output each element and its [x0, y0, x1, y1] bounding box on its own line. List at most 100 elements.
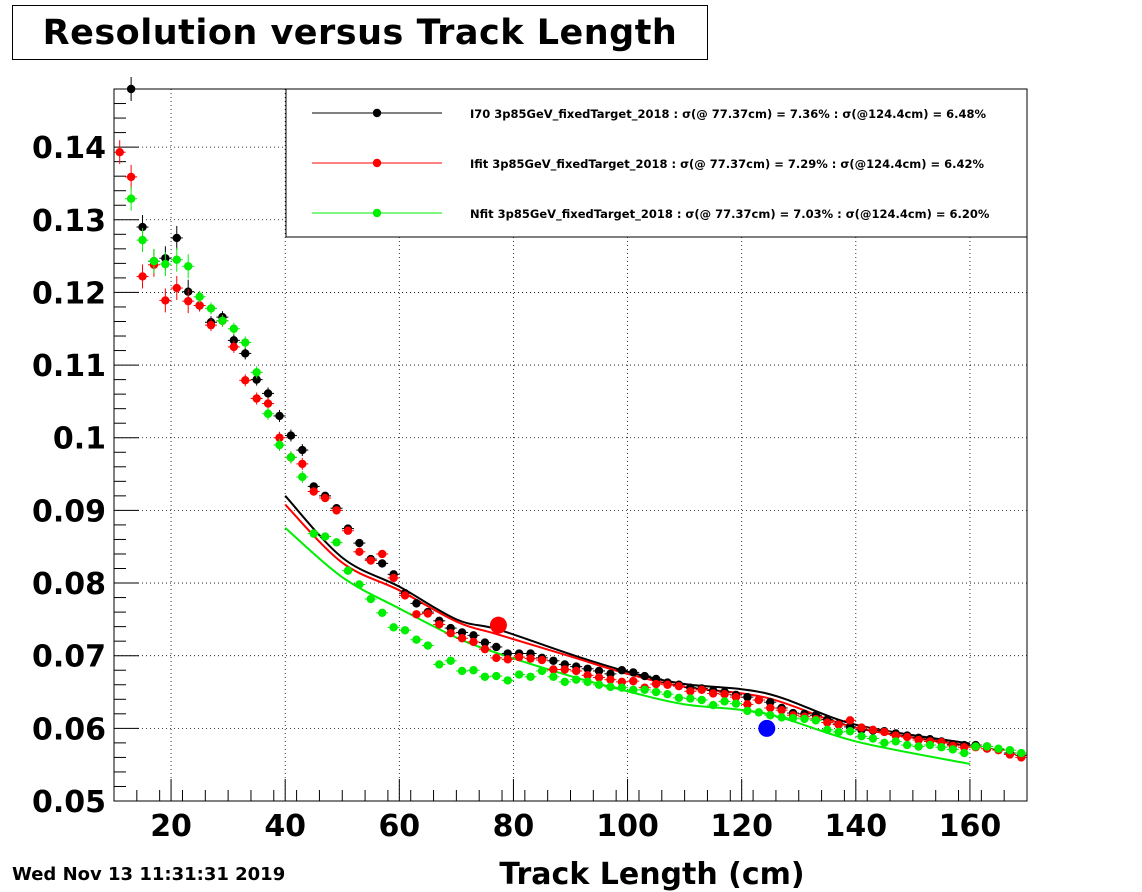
data-point	[241, 338, 250, 347]
data-point	[800, 714, 809, 724]
data-point	[366, 556, 375, 565]
data-point	[686, 694, 695, 703]
data-point	[868, 734, 878, 743]
data-point	[263, 399, 273, 408]
y-tick-label: 0.11	[32, 349, 106, 384]
data-point	[377, 559, 387, 568]
data-point	[183, 262, 193, 271]
y-tick-label: 0.12	[32, 276, 106, 311]
data-point	[241, 376, 250, 385]
data-point	[526, 654, 535, 663]
data-point	[480, 672, 490, 681]
data-point	[400, 626, 410, 635]
data-point	[457, 628, 467, 637]
data-point	[492, 642, 501, 652]
data-point	[115, 148, 124, 157]
data-point	[971, 742, 980, 751]
data-point	[435, 620, 444, 629]
legend: I70 3p85GeV_fixedTarget_2018 : σ(@ 77.37…	[285, 88, 1028, 238]
data-point	[823, 725, 832, 734]
data-point	[617, 677, 627, 687]
data-point	[708, 700, 718, 710]
data-point	[754, 708, 764, 717]
data-point	[651, 687, 661, 697]
data-point	[263, 409, 273, 418]
data-point	[960, 743, 969, 752]
legend-marker	[372, 108, 382, 118]
data-point	[503, 649, 512, 658]
data-point	[880, 738, 889, 748]
data-point	[412, 610, 421, 619]
y-axis: 0.05 0.06 0.07 0.08 0.09 0.1 0.11 0.12 0.13 0.14	[32, 88, 139, 820]
data-point	[320, 493, 330, 503]
data-point	[594, 666, 604, 676]
data-point	[537, 655, 547, 665]
chart-title-box: Resolution versus Track Length	[12, 5, 708, 60]
y-tick-label: 0.13	[32, 204, 106, 239]
x-tick-label: 40	[264, 809, 306, 844]
data-point	[606, 675, 615, 684]
chart-title: Resolution versus Track Length	[42, 12, 678, 53]
data-point	[161, 259, 170, 269]
data-point	[777, 705, 786, 715]
data-point	[834, 727, 843, 737]
data-point	[686, 687, 695, 696]
data-point	[811, 716, 821, 725]
data-point	[355, 580, 364, 589]
data-point	[252, 394, 261, 403]
data-point	[218, 316, 227, 325]
data-point	[138, 235, 147, 245]
data-point	[731, 692, 741, 702]
data-point	[195, 301, 204, 310]
data-point	[320, 532, 330, 541]
data-point	[1005, 745, 1015, 755]
x-tick-label: 80	[493, 809, 535, 844]
data-point	[549, 672, 558, 681]
data-point	[492, 671, 501, 681]
data-point	[857, 723, 866, 732]
data-point	[629, 685, 638, 695]
data-point	[412, 599, 421, 608]
x-tick-label: 100	[596, 809, 659, 844]
data-point	[663, 690, 672, 699]
data-point	[549, 656, 558, 665]
data-point	[206, 304, 216, 313]
data-point	[583, 677, 592, 687]
data-point	[275, 433, 284, 442]
x-tick-label: 140	[825, 809, 888, 844]
data-point	[183, 296, 193, 306]
data-point	[834, 720, 843, 729]
data-point	[982, 742, 992, 751]
data-point	[480, 638, 490, 647]
data-point	[743, 692, 752, 702]
data-point	[960, 748, 969, 758]
data-point	[914, 742, 923, 751]
data-point	[172, 255, 181, 264]
data-point	[457, 666, 467, 676]
x-axis-title: Track Length (cm)	[499, 857, 804, 892]
data-point	[583, 664, 592, 673]
data-point	[766, 703, 775, 713]
data-point	[994, 744, 1003, 753]
data-point	[412, 635, 421, 644]
data-point	[241, 349, 250, 358]
legend-marker	[372, 158, 382, 168]
data-point	[275, 440, 284, 450]
data-point	[891, 737, 900, 746]
data-point	[720, 690, 729, 699]
data-point	[514, 670, 524, 679]
data-point	[275, 411, 284, 421]
data-point	[343, 566, 353, 575]
y-tick-label: 0.05	[32, 785, 106, 820]
data-point	[332, 538, 341, 547]
data-point	[423, 641, 433, 650]
data-point	[286, 431, 296, 440]
data-point	[366, 594, 375, 604]
data-point	[651, 679, 661, 689]
data-point	[857, 732, 866, 741]
data-point	[503, 655, 512, 664]
data-point	[195, 292, 204, 301]
y-tick-label: 0.09	[32, 494, 106, 529]
data-point	[697, 685, 706, 695]
